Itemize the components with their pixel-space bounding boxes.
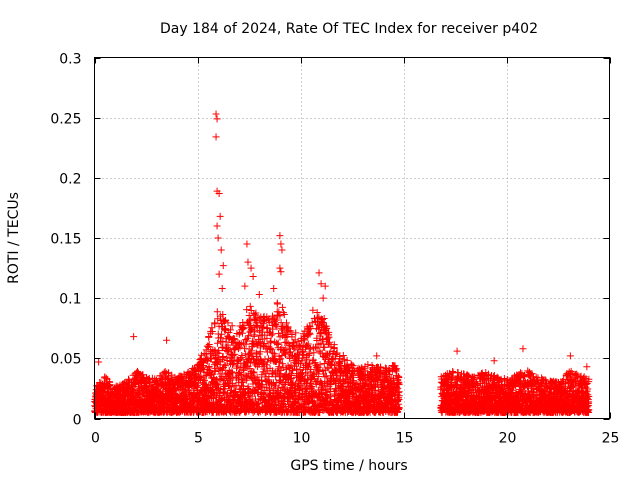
data-point	[273, 299, 281, 307]
data-point	[246, 302, 254, 310]
data-points	[91, 110, 593, 416]
data-point	[274, 339, 282, 347]
data-point	[205, 332, 213, 340]
data-point	[292, 329, 300, 337]
data-point	[291, 358, 299, 366]
chart-title: Day 184 of 2024, Rate Of TEC Index for r…	[160, 21, 538, 37]
data-point	[161, 368, 169, 376]
data-point	[97, 379, 105, 387]
data-point	[278, 303, 286, 311]
data-point	[158, 389, 166, 397]
data-point	[282, 338, 290, 346]
data-point	[339, 352, 347, 360]
data-point	[214, 339, 222, 347]
